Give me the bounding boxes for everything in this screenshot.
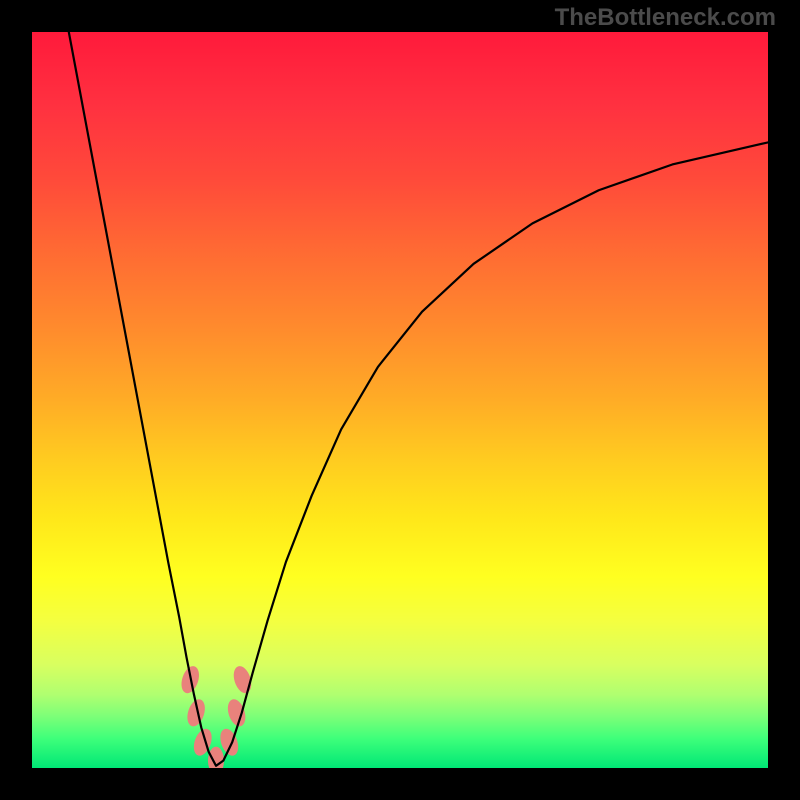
chart-stage: TheBottleneck.com <box>0 0 800 800</box>
watermark-text: TheBottleneck.com <box>555 4 776 32</box>
bottleneck-chart <box>32 32 768 768</box>
